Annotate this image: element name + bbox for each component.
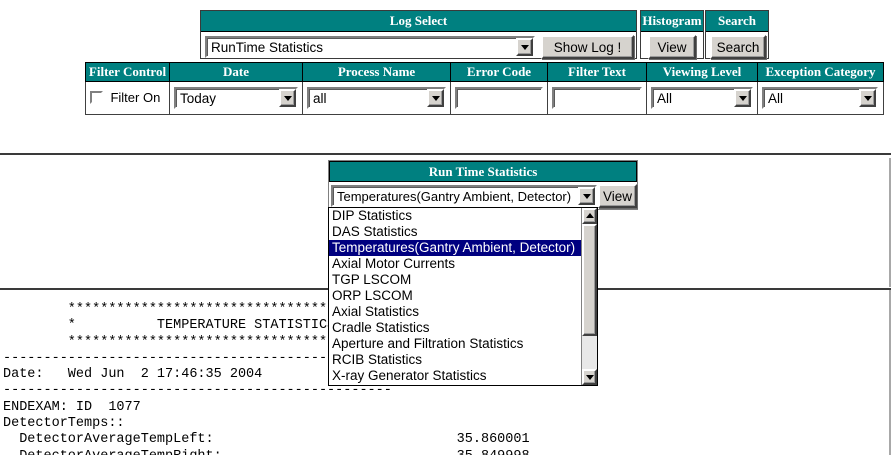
- filter-control-header: Filter Control: [85, 62, 170, 82]
- log-line: **************************************: [3, 334, 376, 350]
- list-item[interactable]: Axial Statistics: [332, 304, 420, 319]
- dropdown-arrow-icon: [283, 96, 292, 101]
- log-output: ************************************** *…: [3, 302, 530, 455]
- log-line: ----------------------------------------…: [3, 383, 392, 399]
- list-scrollbar[interactable]: [581, 208, 597, 385]
- list-item[interactable]: Cradle Statistics: [332, 320, 430, 335]
- dropdown-arrow-icon: [431, 96, 440, 101]
- frame-divider-top: [0, 152, 891, 155]
- chevron-down-icon[interactable]: [734, 89, 751, 107]
- log-line: DetectorTemps::: [3, 416, 125, 432]
- chevron-down-icon[interactable]: [279, 89, 296, 107]
- scroll-down-button[interactable]: [582, 369, 597, 385]
- process-name-cell: all: [302, 81, 451, 115]
- viewing-level-header: Viewing Level: [646, 62, 758, 82]
- log-select-header: Log Select: [201, 11, 636, 32]
- scroll-up-icon: [585, 213, 594, 218]
- exception-category-combobox[interactable]: All: [762, 87, 878, 109]
- runtime-stats-title: Run Time Statistics: [428, 164, 538, 179]
- search-button[interactable]: Search: [710, 35, 766, 59]
- filter-header-row: Filter Control Date Process Name Error C…: [85, 62, 884, 82]
- log-line: **************************************: [3, 302, 376, 317]
- log-line: DetectorAverageTempRight: 35.849998: [3, 449, 529, 455]
- error-code-cell: [450, 81, 548, 115]
- filter-on-checkbox[interactable]: [90, 91, 103, 105]
- histogram-header: Histogram: [641, 11, 703, 32]
- exception-category-header: Exception Category: [757, 62, 884, 82]
- filter-text-input[interactable]: [552, 87, 642, 109]
- dropdown-arrow-icon: [582, 194, 591, 199]
- date-cell: Today: [169, 81, 303, 115]
- date-combobox-value: Today: [180, 91, 217, 106]
- error-code-header: Error Code: [450, 62, 548, 82]
- histogram-title: Histogram: [642, 13, 702, 28]
- runtime-stats-combobox[interactable]: Temperatures(Gantry Ambient, Detector): [331, 185, 597, 207]
- log-line: Date: Wed Jun 2 17:46:35 2004: [3, 367, 263, 383]
- chevron-down-icon[interactable]: [427, 89, 444, 107]
- list-item[interactable]: ORP LSCOM: [332, 288, 413, 303]
- histogram-view-button[interactable]: View: [648, 35, 696, 59]
- frame-right-edge: [889, 158, 891, 455]
- viewing-level-cell: All: [646, 81, 758, 115]
- log-select-title: Log Select: [389, 13, 448, 28]
- histogram-panel: Histogram View: [640, 10, 704, 59]
- error-code-input[interactable]: [455, 87, 543, 109]
- search-header: Search: [706, 11, 768, 32]
- list-item[interactable]: Axial Motor Currents: [332, 256, 456, 271]
- log-line: ----------------------------------------…: [3, 350, 392, 366]
- list-item[interactable]: X-ray Generator Statistics: [332, 368, 487, 383]
- exception-category-combobox-value: All: [768, 91, 784, 106]
- chevron-down-icon[interactable]: [516, 38, 533, 56]
- log-select-panel: Log Select RunTime Statistics Show Log !: [200, 10, 637, 59]
- filter-on-label: Filter On: [110, 90, 161, 106]
- dropdown-arrow-icon: [520, 45, 529, 50]
- runtime-stats-panel: Run Time Statistics Temperatures(Gantry …: [328, 160, 638, 210]
- list-item[interactable]: DAS Statistics: [332, 224, 418, 239]
- scrollbar-thumb[interactable]: [582, 224, 597, 336]
- show-log-button[interactable]: Show Log !: [541, 35, 634, 59]
- viewing-level-combobox-value: All: [657, 91, 673, 106]
- filter-control-cell: Filter On: [85, 81, 170, 115]
- log-line: ENDEXAM: ID 1077: [3, 399, 141, 415]
- runtime-stats-header: Run Time Statistics: [329, 161, 637, 182]
- scroll-up-button[interactable]: [582, 208, 597, 224]
- chevron-down-icon[interactable]: [578, 187, 595, 205]
- runtime-stats-combobox-value: Temperatures(Gantry Ambient, Detector): [337, 189, 572, 204]
- log-select-combobox[interactable]: RunTime Statistics: [205, 36, 535, 58]
- list-item-selected[interactable]: Temperatures(Gantry Ambient, Detector): [329, 240, 581, 256]
- process-name-combobox[interactable]: all: [307, 87, 446, 109]
- runtime-stats-view-button[interactable]: View: [598, 184, 637, 208]
- exception-category-cell: All: [757, 81, 884, 115]
- log-select-combobox-value: RunTime Statistics: [211, 40, 324, 55]
- search-title: Search: [717, 13, 757, 28]
- chevron-down-icon[interactable]: [859, 89, 876, 107]
- list-item[interactable]: RCIB Statistics: [332, 352, 423, 367]
- filter-table: Filter Control Date Process Name Error C…: [85, 62, 884, 115]
- filter-text-cell: [547, 81, 647, 115]
- filter-text-header: Filter Text: [547, 62, 647, 82]
- date-header: Date: [169, 62, 303, 82]
- process-name-combobox-value: all: [313, 91, 327, 106]
- list-item[interactable]: TGP LSCOM: [332, 272, 412, 287]
- dropdown-arrow-icon: [738, 96, 747, 101]
- dropdown-arrow-icon: [863, 96, 872, 101]
- list-item[interactable]: DIP Statistics: [332, 208, 413, 223]
- date-combobox[interactable]: Today: [174, 87, 298, 109]
- list-item[interactable]: Aperture and Filtration Statistics: [332, 336, 524, 351]
- viewing-level-combobox[interactable]: All: [651, 87, 753, 109]
- search-panel: Search Search: [705, 10, 769, 59]
- filter-controls-row: Filter On Today all: [85, 81, 884, 115]
- process-name-header: Process Name: [302, 62, 451, 82]
- scroll-down-icon: [585, 375, 594, 380]
- runtime-stats-dropdown-list: DIP Statistics DAS Statistics Temperatur…: [328, 207, 598, 386]
- log-line: DetectorAverageTempLeft: 35.860001: [3, 432, 530, 448]
- log-line: * TEMPERATURE STATISTICS: [3, 318, 336, 334]
